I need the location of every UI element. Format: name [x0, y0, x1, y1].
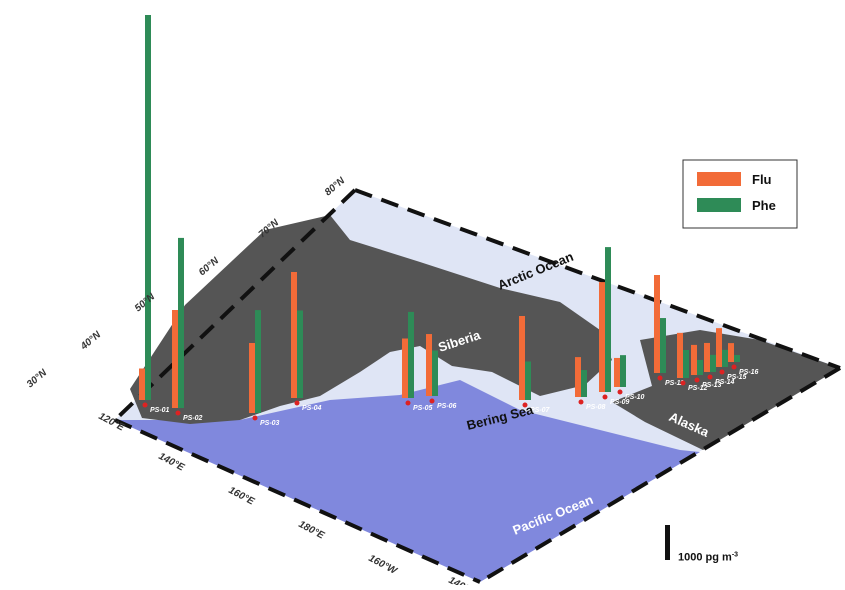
bar: [734, 355, 740, 362]
bar: [683, 350, 689, 378]
legend-box: [683, 160, 797, 228]
legend-label: Flu: [752, 172, 772, 187]
bar: [426, 334, 432, 396]
bar: [710, 355, 716, 372]
bar: [716, 328, 722, 367]
bar: [575, 357, 581, 397]
station-label: PS-03: [260, 420, 280, 427]
lat-label: 40°N: [78, 329, 104, 353]
station-dot: [658, 376, 663, 381]
bar: [432, 351, 438, 397]
station-label: PS-10: [625, 394, 645, 401]
bar: [691, 345, 697, 375]
station-label: PS-06: [437, 403, 457, 410]
bar: [255, 310, 261, 413]
station-dot: [618, 390, 623, 395]
lat-label: 30°N: [25, 367, 50, 390]
station-dot: [603, 395, 608, 400]
scale-exp: -3: [732, 552, 738, 559]
map-chart: Flu Phe PS-01 PS-02 PS-03 PS-04 PS-05 PS-06 PS-…: [0, 0, 845, 585]
station-dot: [253, 416, 258, 421]
legend: Flu Phe: [683, 160, 797, 228]
station-dot: [430, 399, 435, 404]
bar: [581, 370, 587, 397]
station-dot: [143, 403, 148, 408]
station-dot: [681, 381, 686, 386]
station-dot: [579, 400, 584, 405]
legend-label: Phe: [752, 198, 776, 213]
station-dot: [295, 401, 300, 406]
bar: [614, 358, 620, 387]
scale-bar: [665, 525, 670, 560]
bar: [660, 318, 666, 373]
bar: [519, 316, 525, 400]
station-dot: [695, 378, 700, 383]
bar: [297, 311, 303, 399]
bar: [145, 15, 151, 400]
station-dot: [732, 365, 737, 370]
bar: [525, 362, 531, 401]
bar: [178, 238, 184, 408]
bar: [139, 369, 145, 401]
bar: [722, 350, 728, 367]
station-dot: [406, 401, 411, 406]
station-label: PS-04: [302, 405, 322, 412]
bar: [620, 355, 626, 387]
bar: [172, 310, 178, 408]
station-label: PS-08: [586, 404, 606, 411]
station-dot: [176, 411, 181, 416]
bar: [599, 282, 605, 392]
bar: [291, 272, 297, 398]
station-dot: [708, 375, 713, 380]
bar: [408, 312, 414, 398]
station-label: PS-01: [150, 407, 170, 414]
station-dot: [720, 370, 725, 375]
bar: [677, 333, 683, 378]
legend-swatch: [697, 198, 741, 212]
scale-text: 1000 pg m: [678, 552, 732, 564]
bar: [728, 343, 734, 362]
lon-label: 160°E: [227, 485, 257, 508]
lon-label: 180°E: [297, 519, 327, 542]
station-label: PS-16: [739, 369, 759, 376]
bar: [402, 339, 408, 399]
station-label: PS-02: [183, 415, 203, 422]
lon-label: 140°E: [157, 451, 187, 474]
bar: [697, 360, 703, 375]
station-label: PS-05: [413, 405, 433, 412]
lat-label: 80°N: [323, 175, 348, 198]
scale-label: 1000 pg m-3: [678, 552, 738, 564]
bar: [605, 247, 611, 392]
bar: [654, 275, 660, 373]
bar: [249, 343, 255, 413]
lon-label: 160°W: [367, 553, 400, 578]
legend-swatch: [697, 172, 741, 186]
bar: [704, 343, 710, 372]
